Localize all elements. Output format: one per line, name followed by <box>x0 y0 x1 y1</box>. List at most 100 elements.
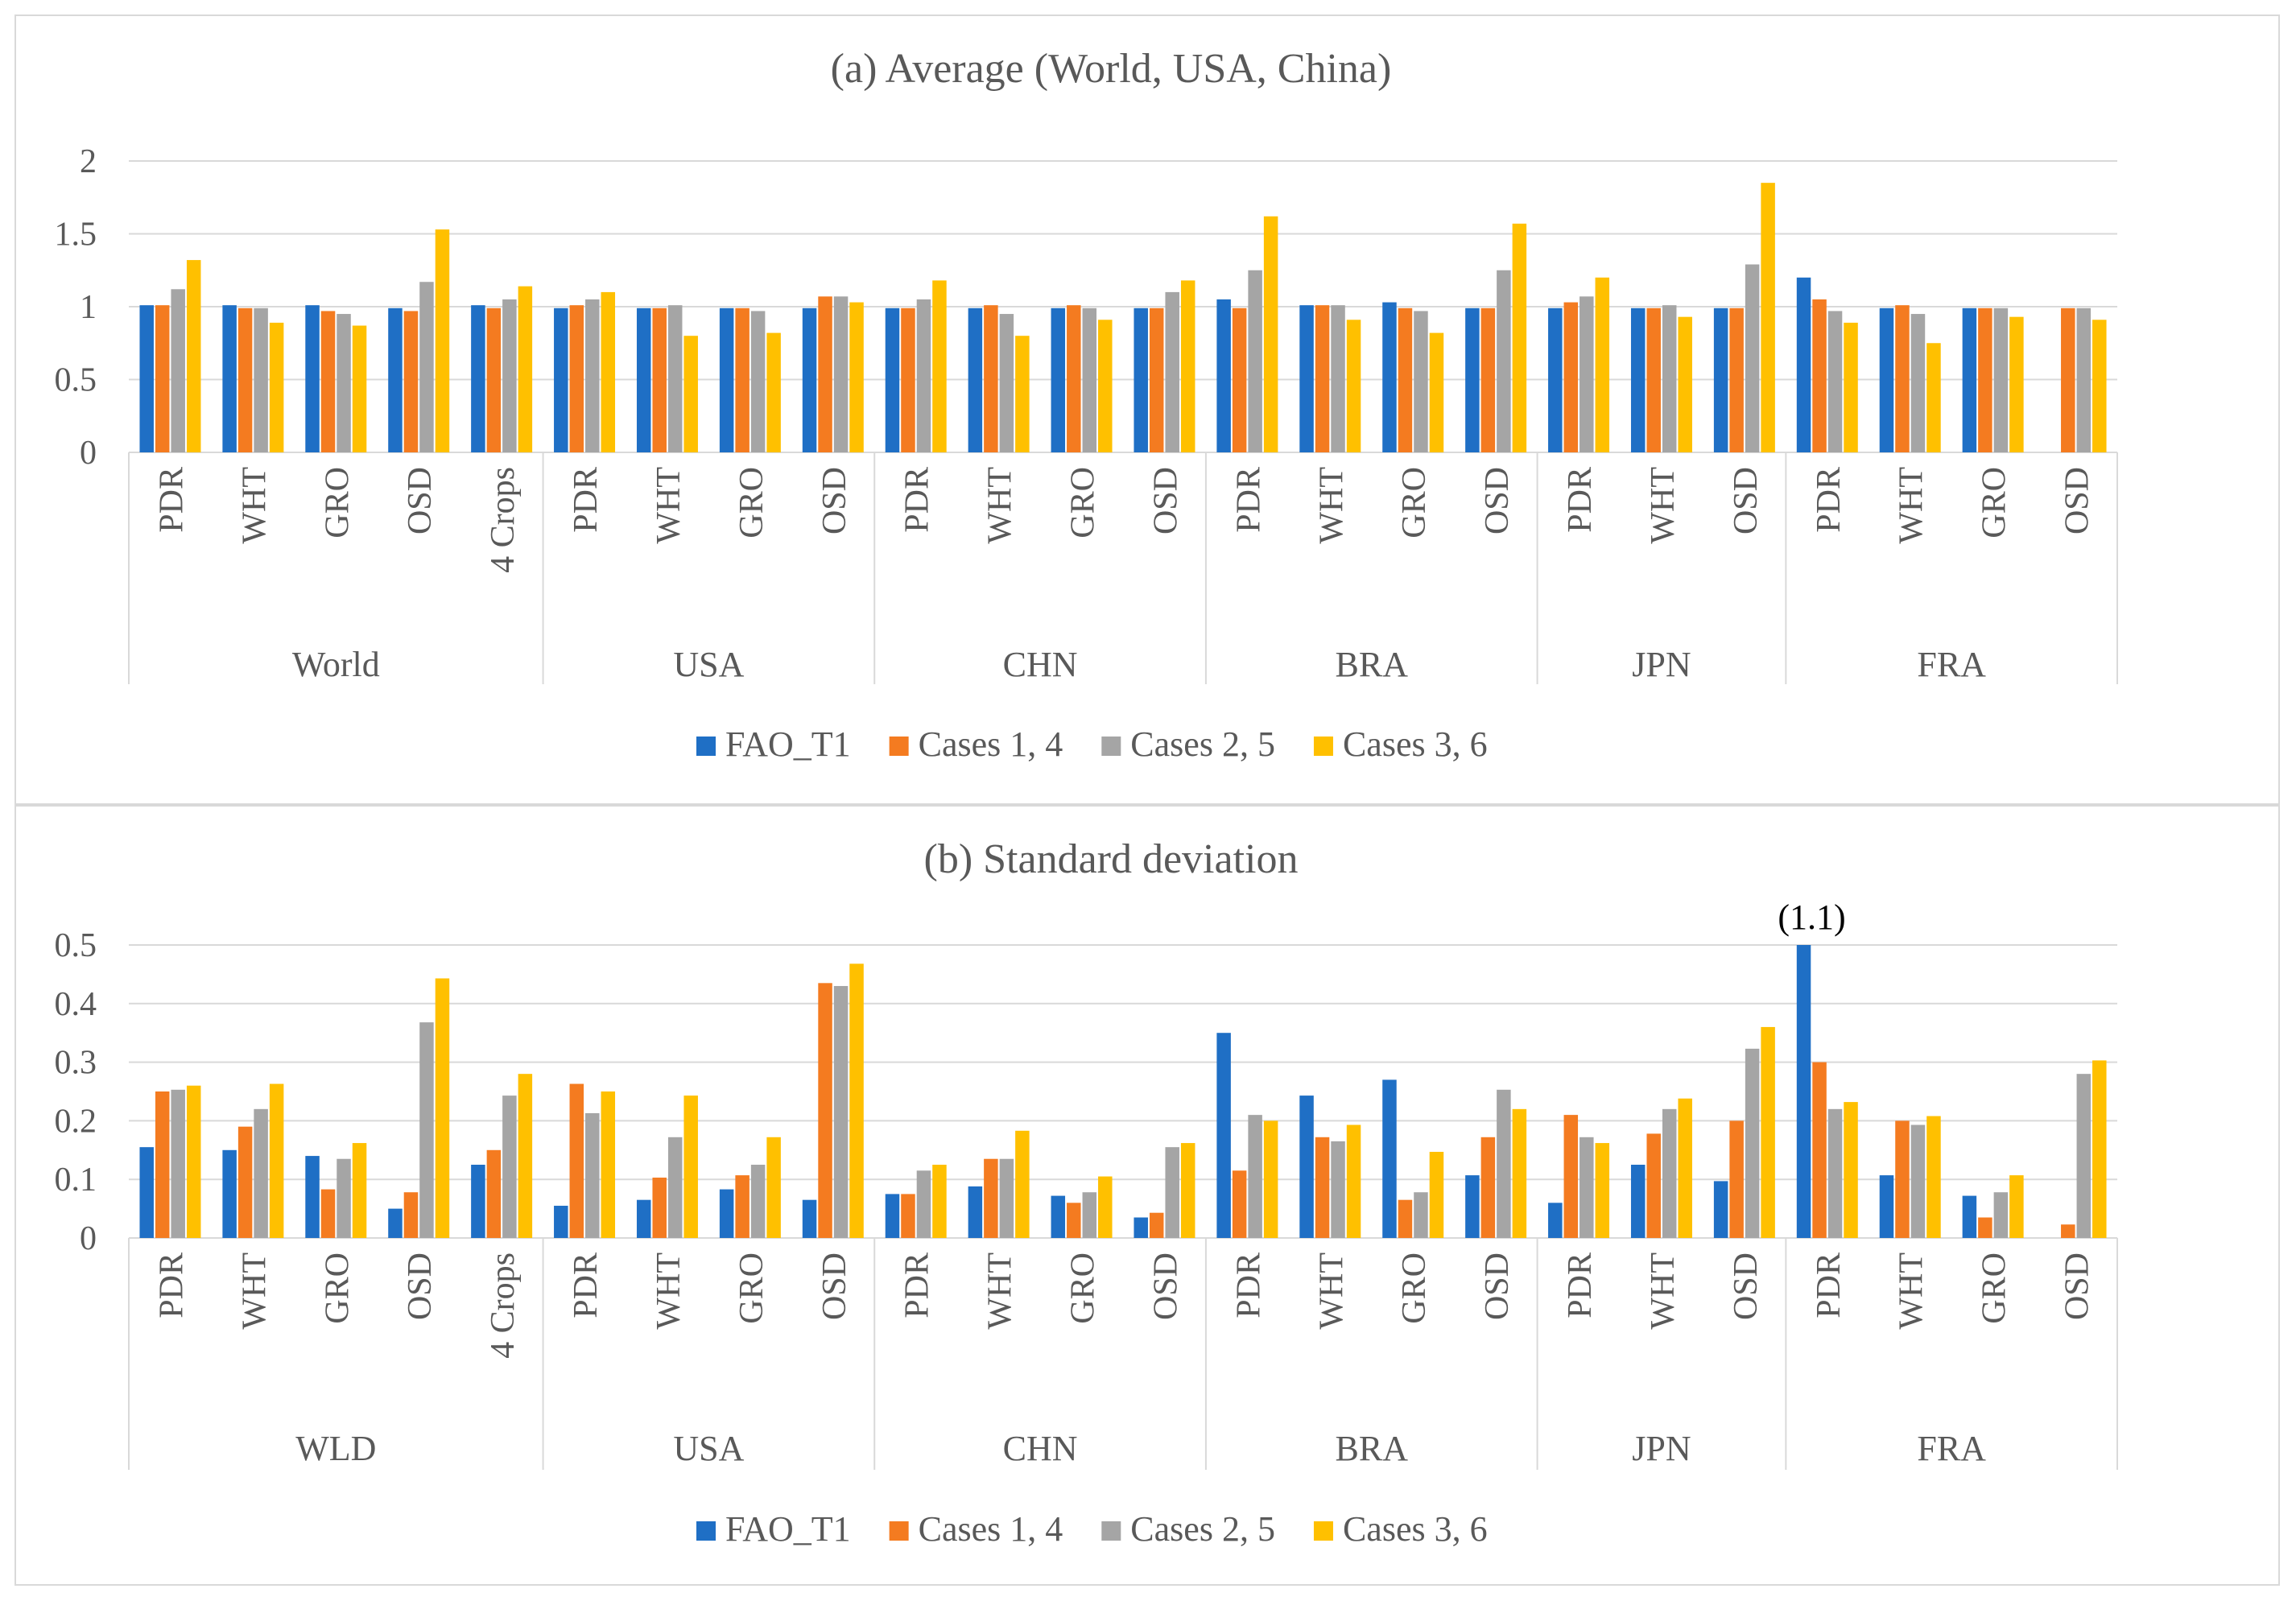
bar-cases-2-5-19 <box>1745 264 1760 452</box>
bar-fao-t1-9 <box>885 307 900 452</box>
bar-cases-3-6-2 <box>352 325 367 452</box>
bar-cases-2-5-9 <box>916 1170 931 1238</box>
bar-cases-3-6-20 <box>1844 1102 1858 1238</box>
bar-cases-2-5-13 <box>1248 270 1262 452</box>
y-tick-label: 0 <box>80 435 97 472</box>
bar-fao-t1-17 <box>1548 307 1563 452</box>
bar-cases-1-4-7 <box>735 307 750 452</box>
x-category-label: OSD <box>1147 467 1184 534</box>
bar-fao-t1-12 <box>1134 1217 1148 1238</box>
x-category-label: OSD <box>2059 467 2096 534</box>
bar-cases-1-4-19 <box>1729 307 1744 452</box>
x-category-label: WHT <box>1893 467 1931 544</box>
bar-fao-t1-16 <box>1465 307 1480 452</box>
bar-cases-1-4-7 <box>735 1175 750 1238</box>
bar-cases-2-5-18 <box>1662 305 1677 452</box>
x-category-label: WHT <box>236 1252 273 1330</box>
bar-cases-3-6-7 <box>766 332 781 452</box>
bar-cases-3-6-8 <box>849 302 864 452</box>
bar-cases-3-6-16 <box>1512 223 1527 452</box>
y-tick-label: 1.5 <box>55 217 97 254</box>
bar-cases-1-4-19 <box>1729 1120 1744 1238</box>
bar-fao-t1-10 <box>968 307 983 452</box>
bar-cases-1-4-1 <box>237 307 253 452</box>
bar-cases-3-6-4 <box>518 1074 533 1238</box>
bar-fao-t1-12 <box>1134 307 1148 452</box>
bar-cases-1-4-8 <box>818 296 832 452</box>
bar-cases-2-5-23 <box>2076 1074 2092 1238</box>
x-category-label: OSD <box>816 467 853 534</box>
bar-fao-t1-3 <box>388 307 403 452</box>
bar-cases-3-6-12 <box>1180 1143 1195 1238</box>
bar-cases-3-6-10 <box>1015 1130 1030 1238</box>
bar-fao-t1-1 <box>222 305 237 452</box>
bar-fao-t1-10 <box>968 1186 983 1238</box>
bar-fao-t1-7 <box>719 307 734 452</box>
x-category-label: PDR <box>1811 467 1848 533</box>
bar-cases-1-4-20 <box>1812 1062 1827 1238</box>
bar-fao-t1-5 <box>554 307 568 452</box>
chart-title: (b) Standard deviation <box>924 836 1299 882</box>
bar-cases-3-6-8 <box>849 963 864 1238</box>
bar-cases-2-5-15 <box>1414 311 1428 452</box>
bar-cases-3-6-2 <box>352 1143 367 1238</box>
bar-fao-t1-4 <box>471 305 485 452</box>
bar-cases-1-4-16 <box>1480 307 1496 452</box>
bar-cases-1-4-16 <box>1480 1137 1496 1238</box>
x-category-label: GRO <box>319 1252 356 1324</box>
chart-panel-average: (a) Average (World, USA, China) 0 0.5 1 1.5 2… <box>14 14 2280 805</box>
legend-swatch-cases-3-6 <box>1313 1521 1333 1541</box>
bar-cases-3-6-16 <box>1512 1108 1527 1238</box>
bar-cases-2-5-2 <box>337 1158 351 1238</box>
bar-cases-2-5-8 <box>833 985 849 1238</box>
x-category-label: GRO <box>1065 467 1102 538</box>
bar-fao-t1-15 <box>1382 1079 1397 1238</box>
bar-fao-t1-19 <box>1713 1181 1728 1238</box>
x-group-label: CHN <box>1003 645 1078 684</box>
bar-cases-3-6-10 <box>1015 336 1030 452</box>
bar-cases-2-5-5 <box>585 1112 600 1238</box>
x-category-label: GRO <box>1976 467 2013 538</box>
bar-cases-2-5-16 <box>1497 1089 1511 1238</box>
bar-cases-1-4-12 <box>1149 1212 1164 1238</box>
bar-cases-2-5-10 <box>999 1158 1014 1238</box>
bar-cases-2-5-21 <box>1910 1124 1926 1238</box>
x-category-label: OSD <box>1479 467 1516 534</box>
bar-cases-1-4-2 <box>320 311 336 452</box>
x-category-label: GRO <box>1065 1252 1102 1324</box>
bar-fao-t1-20 <box>1796 945 1811 1238</box>
bar-cases-1-4-11 <box>1067 1203 1081 1238</box>
x-category-label: GRO <box>1396 1252 1433 1324</box>
bar-cases-3-6-7 <box>766 1137 781 1238</box>
bar-cases-1-4-21 <box>1895 1120 1910 1238</box>
bar-fao-t1-9 <box>885 1194 900 1238</box>
bar-cases-3-6-21 <box>1926 343 1941 452</box>
x-category-label: OSD <box>1728 1252 1765 1320</box>
bar-cases-3-6-18 <box>1678 1098 1692 1238</box>
bar-cases-3-6-17 <box>1595 1143 1610 1238</box>
bar-cases-2-5-0 <box>171 289 185 452</box>
bar-cases-1-4-6 <box>652 1178 667 1238</box>
bar-cases-1-4-10 <box>984 305 998 452</box>
bar-cases-1-4-4 <box>486 1149 502 1238</box>
bar-fao-t1-7 <box>719 1189 734 1238</box>
x-group-label: JPN <box>1632 1429 1691 1468</box>
y-tick-label: 0.5 <box>55 362 97 399</box>
bar-cases-1-4-15 <box>1398 1199 1413 1238</box>
bar-cases-2-5-12 <box>1165 1147 1179 1238</box>
legend-label-cases-1-4: Cases 1, 4 <box>919 724 1063 764</box>
bar-fao-t1-18 <box>1630 1165 1646 1238</box>
bar-fao-t1-2 <box>305 1156 320 1238</box>
bar-cases-2-5-11 <box>1082 1192 1097 1238</box>
bar-cases-3-6-15 <box>1429 1151 1444 1238</box>
bar-cases-2-5-3 <box>419 282 434 452</box>
bar-cases-3-6-21 <box>1926 1116 1941 1238</box>
bar-fao-t1-21 <box>1879 307 1894 452</box>
bar-cases-2-5-17 <box>1580 1137 1594 1238</box>
bar-cases-2-5-19 <box>1745 1048 1760 1238</box>
x-category-label: OSD <box>1147 1252 1184 1320</box>
bar-cases-2-5-10 <box>999 314 1014 452</box>
x-category-label: PDR <box>899 467 936 533</box>
bar-cases-3-6-14 <box>1346 1124 1361 1238</box>
legend-swatch-fao-t1 <box>696 1521 716 1541</box>
